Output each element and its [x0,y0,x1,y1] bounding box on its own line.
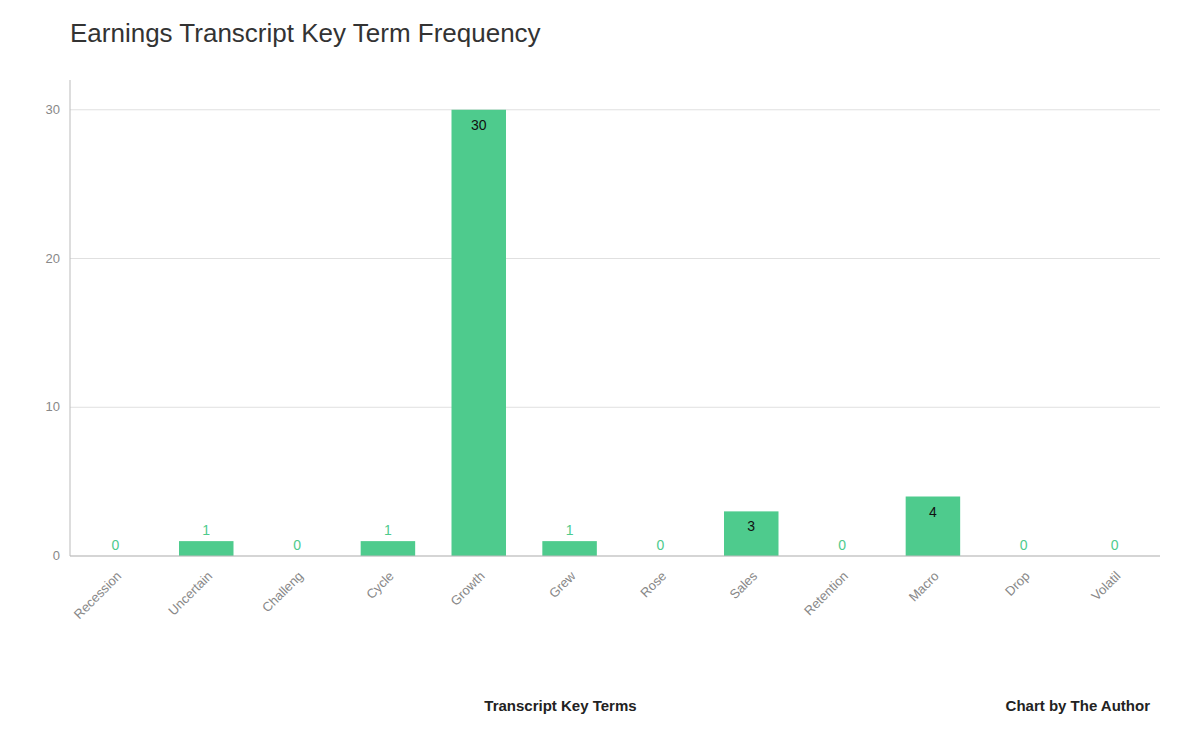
bar [452,110,507,556]
x-tick-label: Growth [447,568,487,608]
data-label: 0 [1020,537,1028,553]
x-tick-label: Retention [801,568,851,618]
data-label: 0 [293,537,301,553]
bar [179,541,234,556]
x-tick-label: Cycle [363,568,397,602]
x-tick-label: Macro [906,568,942,604]
bars [179,110,960,556]
y-tick-label: 20 [46,251,60,266]
bar [542,541,597,556]
data-label: 30 [471,117,487,133]
data-label: 4 [929,504,937,520]
y-tick-label: 0 [53,548,60,563]
x-tick-label: Challeng [259,568,306,615]
chart-container: Earnings Transcript Key Term Frequency 0 1… [0,0,1200,741]
y-tick-label: 30 [46,102,60,117]
x-tick-label: Grew [546,568,579,601]
x-axis-label: Transcript Key Terms [484,697,636,714]
grid-line [70,556,1160,557]
x-tick-label: Sales [727,568,761,602]
x-tick-label: Drop [1002,568,1033,599]
data-label: 1 [566,522,574,538]
data-label: 0 [657,537,665,553]
y-tick-label: 10 [46,399,60,414]
bar [724,511,779,556]
data-label: 3 [747,518,755,534]
data-label: 1 [384,522,392,538]
grid [70,110,1160,556]
bar [906,497,961,557]
data-label: 0 [112,537,120,553]
data-label: 1 [202,522,210,538]
x-axis-line [70,556,1160,557]
data-label: 0 [838,537,846,553]
title: Earnings Transcript Key Term Frequency [70,18,541,48]
data-labels: 0101301030400 [112,117,1119,553]
bar [361,541,416,556]
grid-line [70,258,1160,259]
annotation: Chart by The Author [1006,697,1151,714]
x-tick-label: Recession [71,568,125,622]
y-axis-line [70,80,71,556]
x-tick-label: Rose [637,568,669,600]
data-label: 0 [1111,537,1119,553]
x-tick-label: Volatil [1088,568,1123,603]
x-tick-label: Uncertain [165,568,215,618]
grid-line [70,109,1160,110]
chart: Earnings Transcript Key Term Frequency 0 1… [0,0,1200,741]
grid-line [70,407,1160,408]
